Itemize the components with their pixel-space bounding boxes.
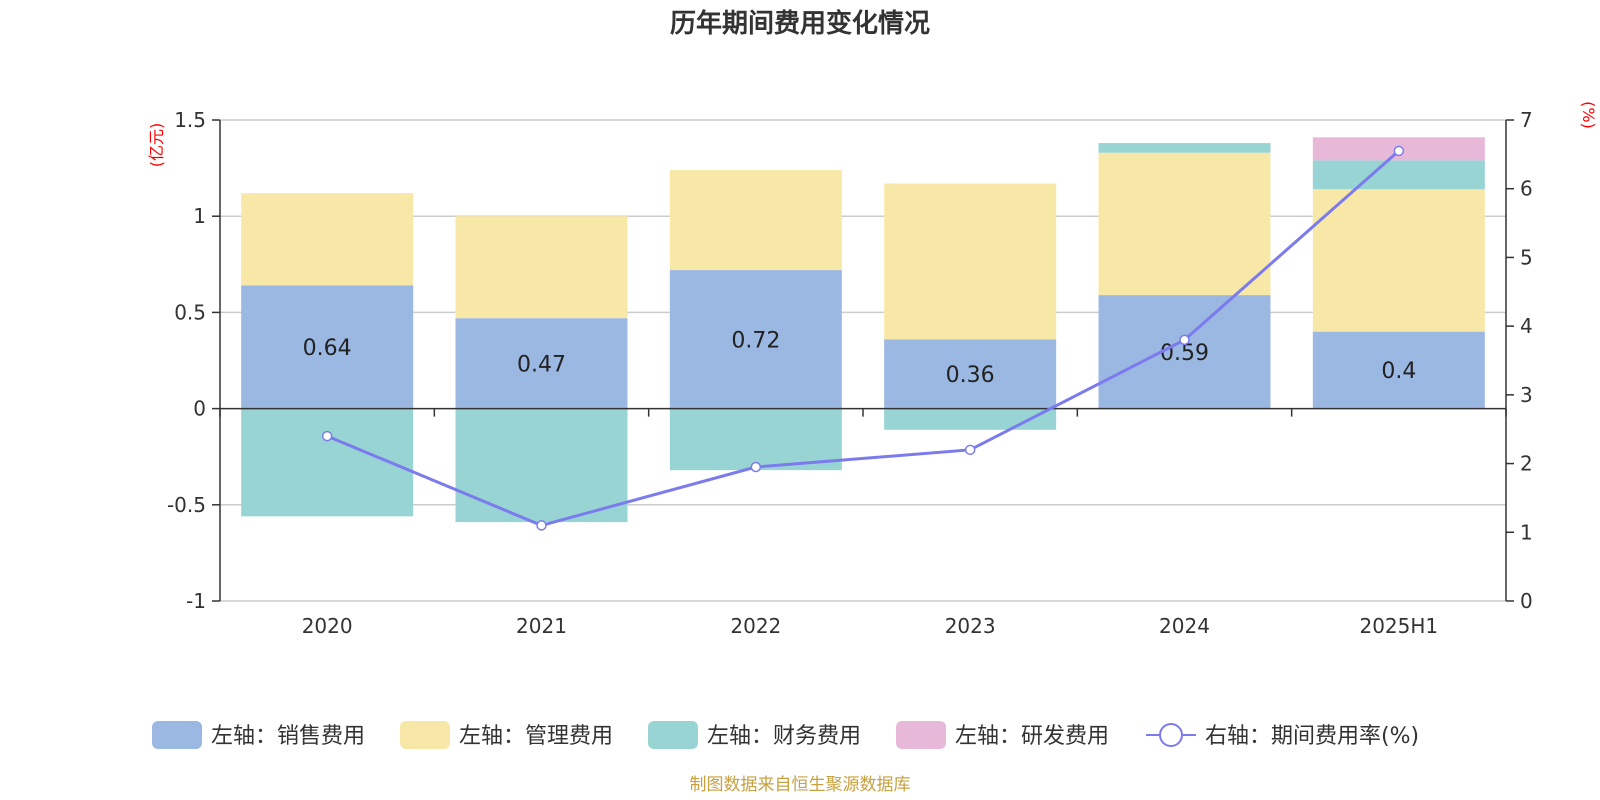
bar-s1-2022 — [669, 170, 842, 271]
line-series — [321, 145, 1405, 531]
bar-label-2023: 0.36 — [946, 363, 995, 388]
bar-labels: 0.640.470.720.360.590.4 — [303, 328, 1417, 388]
bar-s1-2020 — [241, 193, 414, 286]
right-tick-label-3: 3 — [1520, 383, 1533, 407]
bar-label-2025H1: 0.4 — [1381, 359, 1416, 384]
bar-s0-2021 — [455, 318, 628, 409]
bar-label-2020: 0.64 — [303, 336, 352, 361]
tick-labels: -1 -0.5 0 0.5 1 1.5 0 1 2 3 4 5 6 7 2020 2021 2022 2023 20… — [167, 108, 1533, 638]
left-tick-label-0: -1 — [186, 589, 206, 613]
bars — [241, 137, 1485, 523]
legend[interactable]: 左轴：销售费用 左轴：管理费用 左轴：财务费用 左轴：研发费用 右轴：期间费用率(%) — [152, 721, 1419, 749]
legend-marker-4 — [1159, 723, 1183, 747]
legend-swatch-3 — [896, 721, 946, 749]
bar-label-2021: 0.47 — [517, 352, 566, 377]
gridlines — [220, 119, 1506, 602]
bar-s0-2020 — [241, 285, 414, 409]
legend-item-2[interactable]: 左轴：财务费用 — [648, 721, 861, 749]
line-point-2024 — [1179, 334, 1190, 346]
line-point-2020 — [321, 430, 333, 442]
bar-s0-2024 — [1098, 295, 1271, 409]
x-tick-label-2025H1: 2025H1 — [1359, 614, 1438, 638]
legend-swatch-0 — [152, 721, 202, 749]
bar-label-2022: 0.72 — [731, 328, 780, 353]
line-point-2022 — [750, 461, 762, 473]
right-tick-label-6: 6 — [1520, 177, 1533, 201]
legend-label-2: 左轴：财务费用 — [707, 724, 861, 749]
bar-s0-2025H1 — [1312, 331, 1485, 409]
x-tick-label-2024: 2024 — [1159, 614, 1210, 638]
legend-swatch-2 — [648, 721, 698, 749]
line-point-2025H1 — [1393, 145, 1405, 157]
bar-s2-2020 — [241, 408, 414, 517]
x-tick-label-2023: 2023 — [945, 614, 996, 638]
right-tick-label-4: 4 — [1520, 314, 1533, 338]
left-tick-label-5: 1.5 — [174, 108, 206, 132]
legend-item-1[interactable]: 左轴：管理费用 — [400, 721, 613, 749]
bar-s2-2024 — [1098, 143, 1271, 153]
legend-item-3[interactable]: 左轴：研发费用 — [896, 721, 1109, 749]
line-path — [326, 149, 1400, 527]
bar-s2-2023 — [884, 408, 1057, 430]
line-point-2023 — [964, 444, 976, 456]
axes — [212, 119, 1514, 602]
left-tick-label-2: 0 — [193, 397, 206, 421]
right-tick-label-1: 1 — [1520, 520, 1533, 544]
left-tick-label-3: 0.5 — [174, 300, 206, 324]
bar-s2-2022 — [669, 408, 842, 471]
x-tick-label-2022: 2022 — [730, 614, 781, 638]
bar-s2-2021 — [455, 408, 628, 523]
x-tick-label-2021: 2021 — [516, 614, 567, 638]
left-axis-unit: (亿元) — [147, 123, 166, 168]
right-axis-unit: (%) — [1579, 101, 1598, 129]
legend-item-0[interactable]: 左轴：销售费用 — [152, 721, 365, 749]
bar-s1-2023 — [884, 183, 1057, 340]
bar-s2-2025H1 — [1312, 160, 1485, 190]
right-tick-label-5: 5 — [1520, 245, 1533, 269]
legend-label-3: 左轴：研发费用 — [955, 724, 1109, 749]
bar-s1-2024 — [1098, 152, 1271, 296]
legend-label-0: 左轴：销售费用 — [211, 724, 365, 749]
bar-s1-2025H1 — [1312, 189, 1485, 332]
bar-s1-2021 — [455, 216, 628, 319]
left-tick-label-4: 1 — [193, 204, 206, 228]
right-tick-label-2: 2 — [1520, 452, 1533, 476]
x-tick-label-2020: 2020 — [302, 614, 353, 638]
bar-s0-2022 — [669, 270, 842, 409]
legend-label-1: 左轴：管理费用 — [459, 724, 613, 749]
legend-label-4: 右轴：期间费用率(%) — [1205, 724, 1419, 749]
line-point-2021 — [536, 520, 547, 531]
right-tick-label-7: 7 — [1520, 108, 1533, 132]
legend-item-4[interactable]: 右轴：期间费用率(%) — [1146, 723, 1419, 749]
source-note: 制图数据来自恒生聚源数据库 — [690, 775, 911, 795]
left-tick-label-1: -0.5 — [167, 493, 206, 517]
bar-s0-2023 — [884, 339, 1057, 409]
chart-title: 历年期间费用变化情况 — [670, 8, 930, 39]
legend-swatch-1 — [400, 721, 450, 749]
right-tick-label-0: 0 — [1520, 589, 1533, 613]
